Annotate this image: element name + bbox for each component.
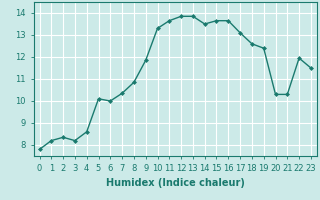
X-axis label: Humidex (Indice chaleur): Humidex (Indice chaleur) [106,178,244,188]
